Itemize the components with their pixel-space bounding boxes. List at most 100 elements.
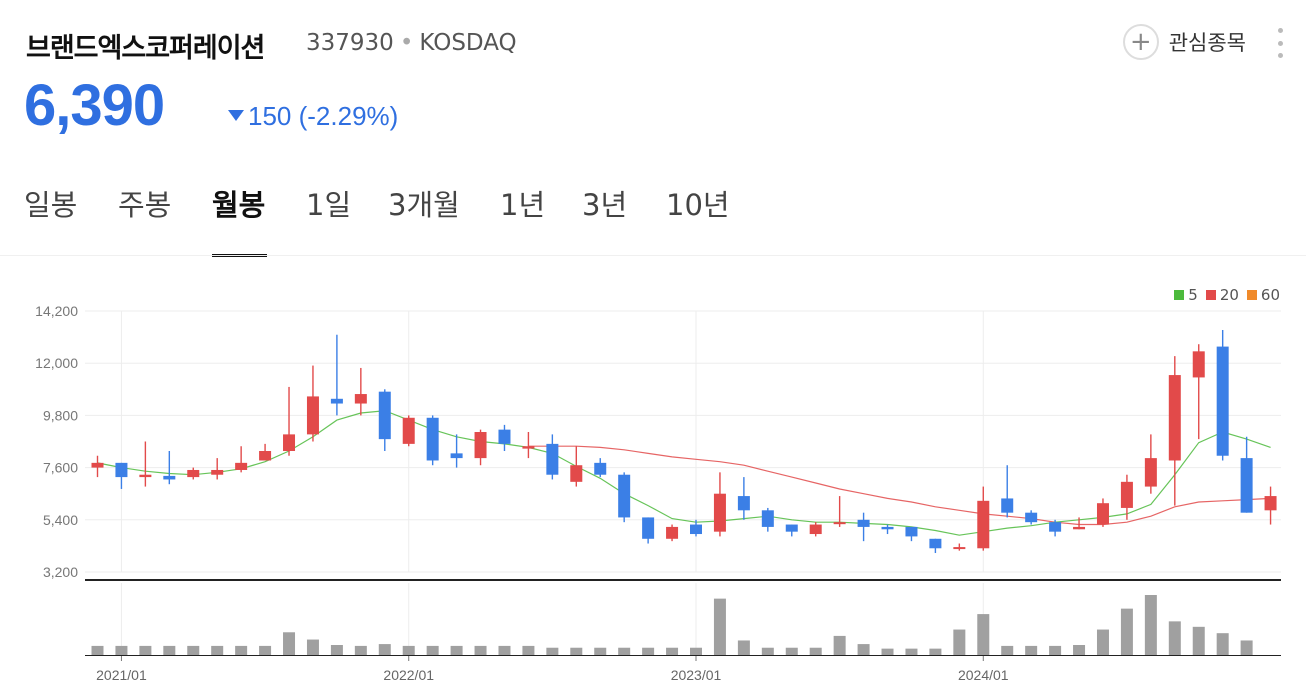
candle-body — [283, 434, 296, 451]
x-tick-label: 2024/01 — [958, 667, 1009, 683]
candle-body — [833, 522, 846, 525]
stock-name: 브랜드엑스코퍼레이션 — [26, 33, 265, 64]
candle-body — [809, 524, 822, 535]
volume-bar — [642, 647, 655, 655]
volume-bar — [378, 644, 391, 655]
candle-body — [1096, 503, 1109, 525]
tab-1year[interactable]: 1년 — [500, 188, 546, 222]
tab-monthly[interactable]: 월봉 — [212, 188, 266, 222]
x-tick-label: 2022/01 — [383, 667, 434, 683]
candle-body — [1049, 522, 1062, 532]
ma20-line — [528, 445, 1271, 526]
candle-body — [115, 462, 128, 478]
candle-body — [1264, 496, 1277, 511]
candle-body — [546, 443, 559, 475]
tab-daily[interactable]: 일봉 — [24, 188, 78, 222]
volume-bar — [306, 639, 319, 655]
legend-swatch — [1205, 290, 1216, 300]
chart-legend: 5 20 60 — [1166, 286, 1280, 304]
favorite-button[interactable]: + 관심종목 — [1122, 20, 1246, 64]
candle-body — [1120, 481, 1133, 508]
tabs-divider — [0, 255, 1306, 256]
candle-body — [929, 538, 942, 549]
volume-bar — [211, 645, 224, 655]
candle-body — [211, 469, 224, 475]
candle-body — [235, 462, 248, 470]
candle-body — [1073, 526, 1086, 530]
legend-swatch — [1174, 290, 1185, 300]
tab-weekly[interactable]: 주봉 — [118, 188, 172, 222]
volume-bar — [283, 632, 296, 655]
current-price: 6,390 — [24, 73, 165, 138]
candle-body — [737, 496, 750, 511]
candle-body — [666, 526, 679, 539]
more-options-icon[interactable] — [1274, 28, 1286, 58]
down-triangle-icon — [228, 109, 244, 121]
volume-bar — [1120, 608, 1133, 655]
stock-sub-info: 337930 • KOSDAQ — [306, 30, 517, 56]
volume-bar — [833, 635, 846, 655]
volume-bar — [91, 645, 104, 655]
y-tick-label: 9,800 — [43, 407, 78, 423]
candle-body — [306, 396, 319, 435]
candle-body — [594, 462, 607, 475]
candle-body — [570, 465, 583, 482]
volume-bar — [330, 645, 343, 655]
ma5-line — [97, 410, 1271, 536]
candle-body — [857, 519, 870, 527]
candle-body — [330, 398, 343, 404]
favorite-label: 관심종목 — [1168, 31, 1246, 55]
volume-bar — [690, 647, 702, 655]
candle-body — [450, 453, 463, 459]
legend-ma20: 20 — [1205, 286, 1239, 304]
volume-bar — [522, 645, 535, 655]
volume-bar — [1168, 621, 1181, 655]
volume-bar — [115, 645, 128, 655]
tab-1day[interactable]: 1일 — [306, 188, 352, 222]
volume-bar — [163, 645, 176, 655]
volume-bar — [1001, 645, 1014, 655]
candle-body — [402, 417, 415, 444]
candle-body — [91, 462, 104, 468]
candle-body — [378, 391, 391, 440]
volume-bar — [1144, 595, 1157, 655]
x-tick-label: 2023/01 — [671, 667, 722, 683]
volume-bar — [235, 645, 248, 655]
candle-body — [881, 526, 894, 530]
stock-code: 337930 — [306, 30, 394, 56]
volume-bar — [450, 645, 463, 655]
candle-body — [1240, 458, 1253, 513]
volume-bar — [594, 647, 607, 655]
candle-body — [1216, 346, 1229, 456]
volume-bar — [953, 629, 966, 655]
candle-body — [259, 450, 272, 461]
volume-bar — [402, 645, 415, 655]
volume-bar — [1025, 645, 1038, 655]
legend-ma5: 5 — [1174, 286, 1198, 304]
candle-body — [642, 517, 655, 539]
volume-bar — [785, 647, 798, 655]
y-tick-label: 5,400 — [43, 512, 78, 528]
volume-bar — [618, 647, 631, 655]
candle-body — [1168, 375, 1181, 461]
volume-bar — [977, 614, 990, 655]
volume-bar — [666, 647, 679, 655]
volume-bar — [929, 648, 942, 655]
candle-body — [761, 510, 774, 527]
volume-bar — [881, 648, 894, 655]
candle-body — [163, 475, 176, 480]
volume-bar — [1240, 640, 1253, 655]
tab-3years[interactable]: 3년 — [582, 188, 628, 222]
y-tick-label: 12,000 — [35, 355, 78, 371]
volume-bar — [546, 647, 559, 655]
candle-body — [498, 429, 511, 444]
candle-body — [354, 394, 367, 404]
x-tick-label: 2021/01 — [96, 667, 147, 683]
stock-market: KOSDAQ — [419, 30, 517, 56]
tab-3months[interactable]: 3개월 — [388, 188, 460, 222]
candle-body — [618, 474, 631, 518]
tab-10years[interactable]: 10년 — [666, 188, 730, 222]
volume-bar — [139, 645, 152, 655]
volume-bar — [713, 598, 726, 655]
